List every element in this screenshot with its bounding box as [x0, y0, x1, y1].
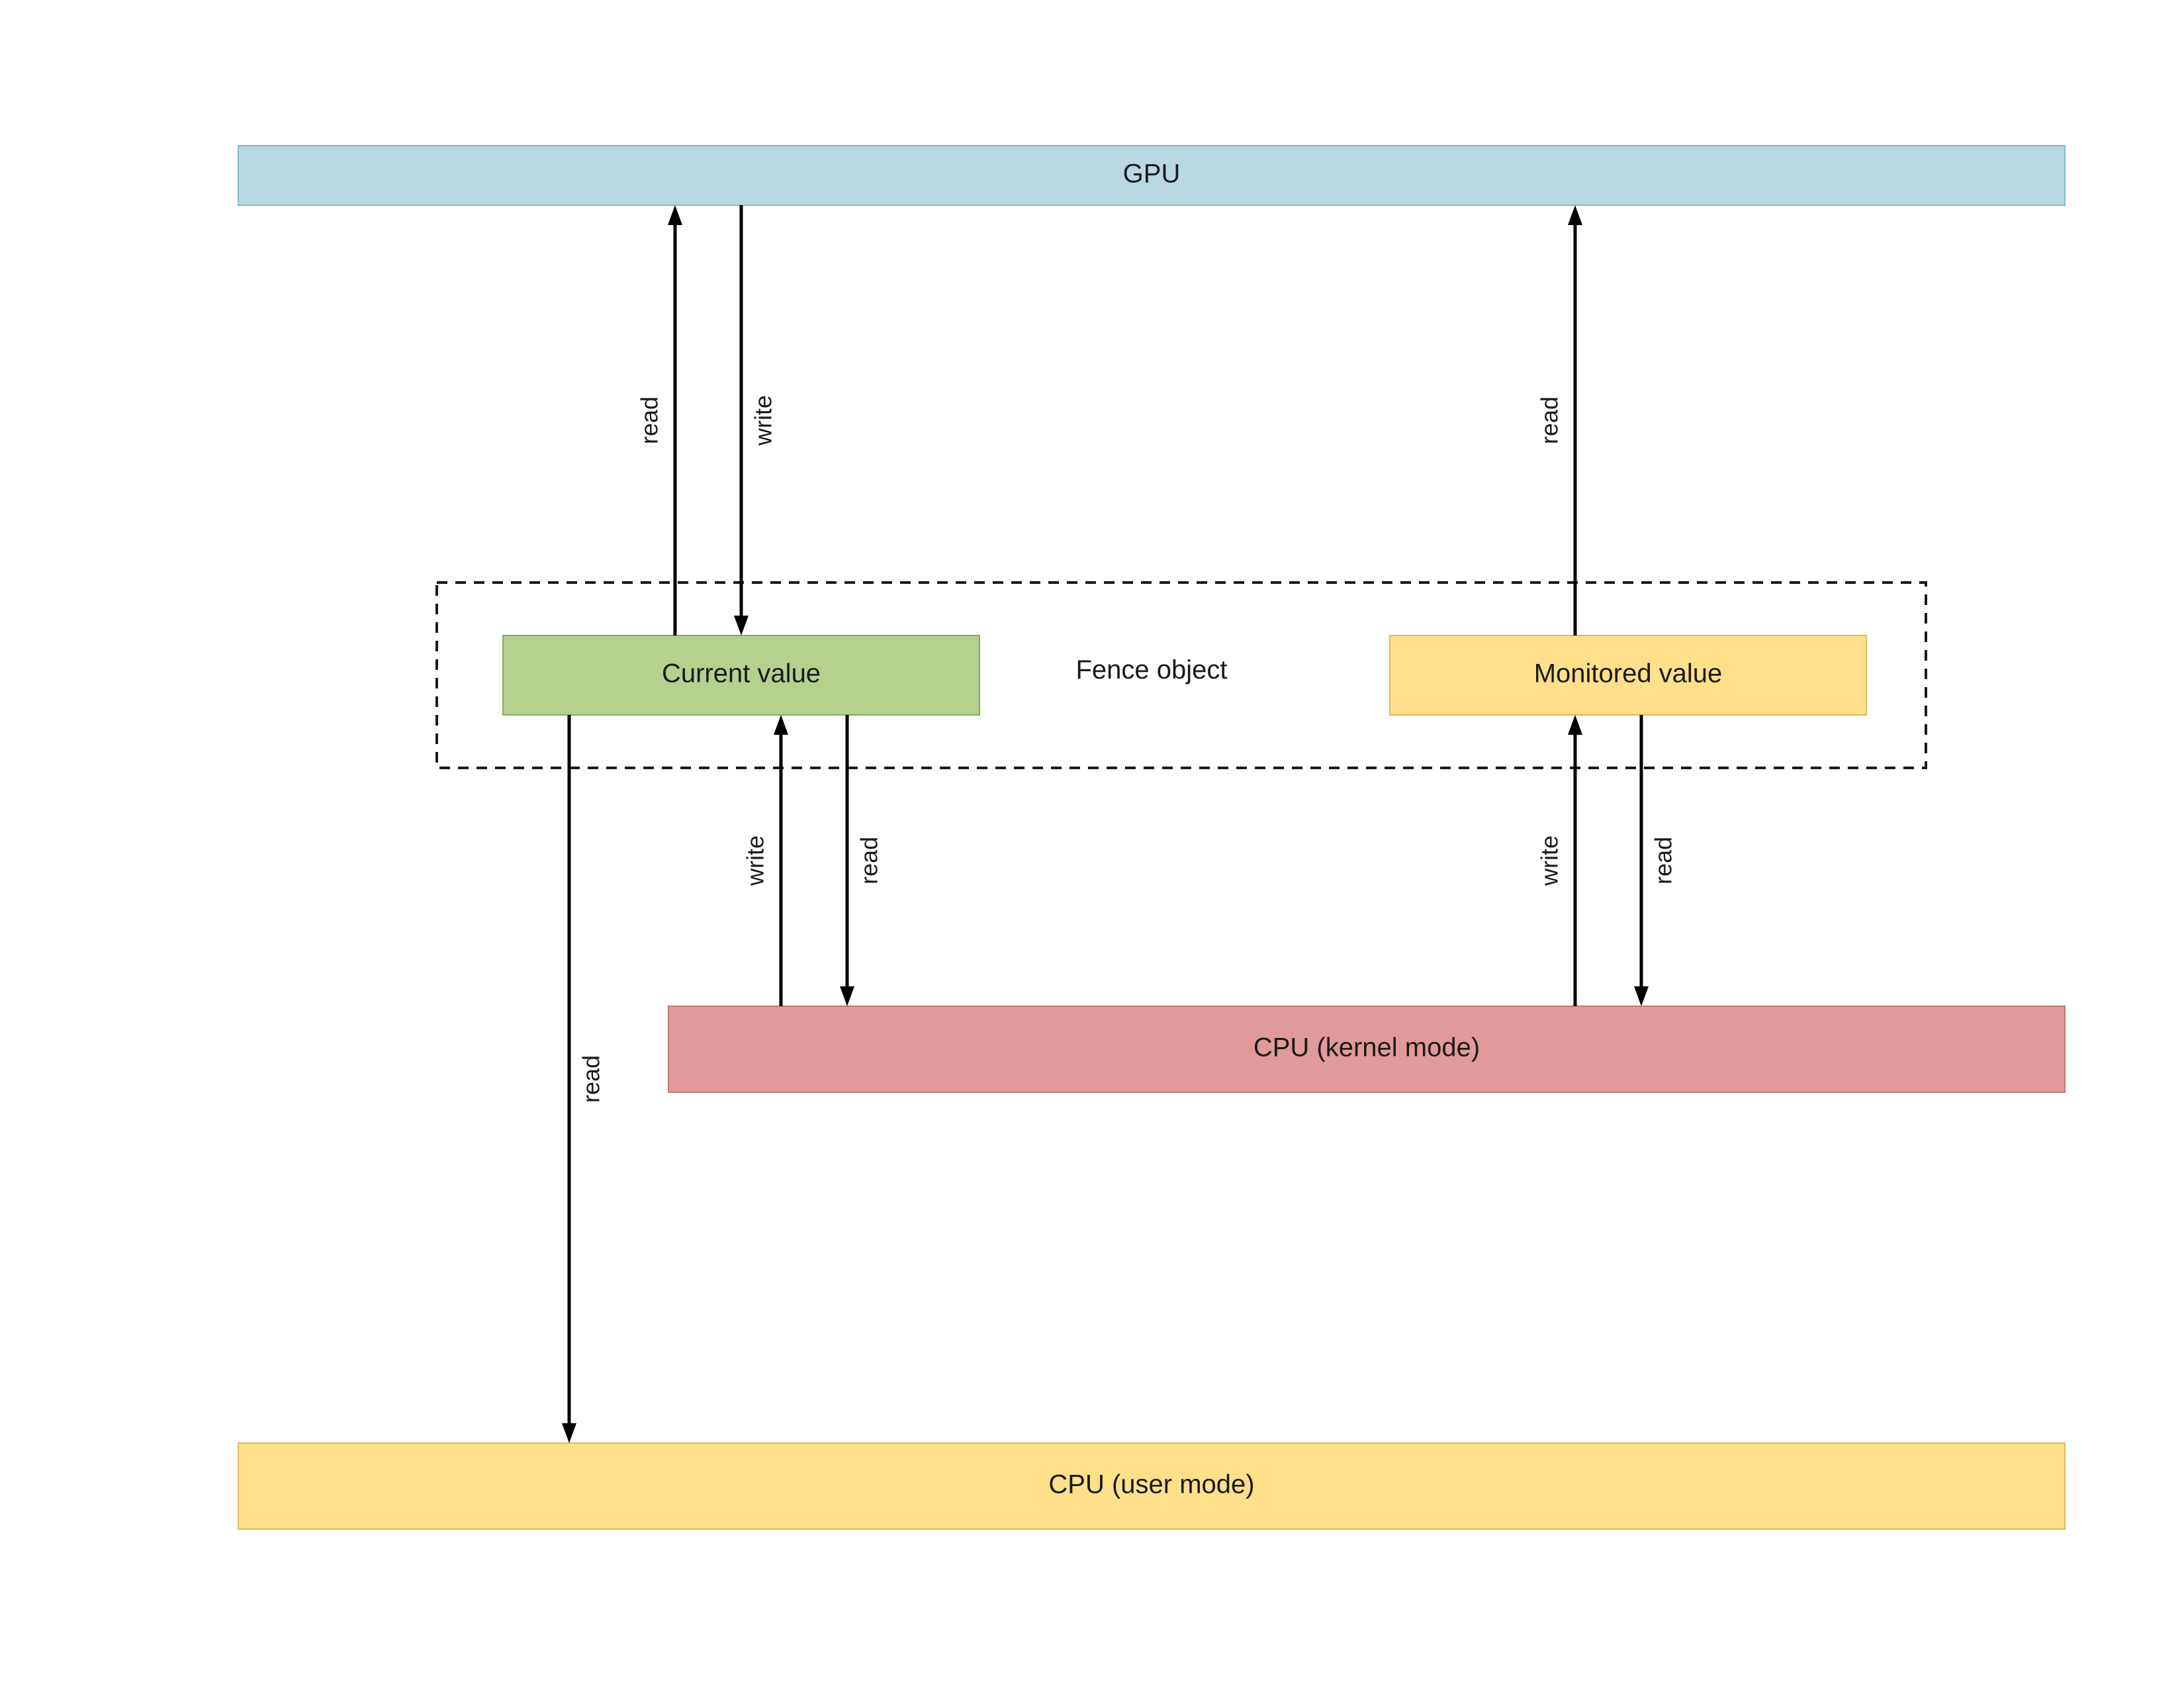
cpu-kernel-box: CPU (kernel mode) — [668, 1006, 2065, 1092]
fence-container-label: Fence object — [1075, 655, 1227, 684]
cpu-user-box: CPU (user mode) — [238, 1443, 2065, 1529]
kernel-read-current-arrow: read — [840, 715, 883, 1006]
gpu-read-monitored-arrow: read — [1536, 205, 1582, 635]
kernel-read-current-label: read — [856, 837, 883, 884]
user-read-current-arrow: read — [562, 715, 605, 1443]
gpu-read-monitored-label: read — [1536, 397, 1563, 444]
monitored-value-label: Monitored value — [1534, 659, 1723, 688]
gpu-read-current-label: read — [636, 397, 663, 444]
kernel-write-monitored-label: write — [1536, 835, 1563, 886]
kernel-write-current-arrow: write — [742, 715, 788, 1006]
cpu-user-label: CPU (user mode) — [1048, 1470, 1254, 1499]
kernel-read-monitored-arrow: read — [1634, 715, 1677, 1006]
kernel-read-monitored-label: read — [1650, 837, 1677, 884]
user-read-current-label: read — [578, 1055, 605, 1103]
cpu-kernel-label: CPU (kernel mode) — [1253, 1033, 1480, 1062]
gpu-write-current-label: write — [750, 395, 777, 446]
current-value-label: Current value — [662, 659, 821, 688]
current-value-box: Current value — [503, 635, 979, 715]
kernel-write-current-label: write — [742, 835, 769, 886]
fence-diagram: GPU Fence object Current value Monitored va… — [0, 0, 2184, 1688]
gpu-write-current-arrow: write — [734, 205, 777, 635]
gpu-label: GPU — [1123, 160, 1181, 189]
monitored-value-box: Monitored value — [1390, 635, 1866, 715]
gpu-box: GPU — [238, 146, 2065, 205]
kernel-write-monitored-arrow: write — [1536, 715, 1582, 1006]
gpu-read-current-arrow: read — [636, 205, 682, 635]
